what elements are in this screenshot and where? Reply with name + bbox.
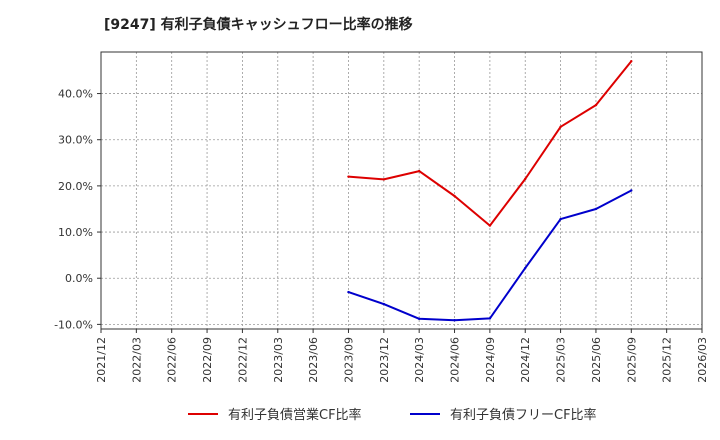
y-tick-label: 20.0%: [58, 180, 93, 193]
x-tick-label: 2022/03: [130, 337, 143, 383]
plot-area-frame: [100, 51, 703, 330]
data-point: [630, 60, 633, 63]
data-point: [347, 290, 350, 294]
x-tick-label: 2024/12: [519, 337, 532, 383]
chart-title: [9247] 有利子負債キャッシュフロー比率の推移: [104, 17, 413, 33]
data-point: [417, 169, 421, 173]
data-point: [488, 224, 492, 227]
data-point: [382, 178, 386, 181]
data-point: [559, 125, 562, 128]
x-tick-label: 2021/12: [95, 337, 108, 383]
x-tick-label: 2024/06: [449, 337, 462, 383]
x-tick-label: 2025/06: [590, 337, 603, 383]
x-tick-label: 2023/03: [272, 337, 285, 383]
legend-label-2: 有利子負債フリーCF比率: [450, 407, 597, 423]
y-tick-label: -10.0%: [54, 318, 93, 331]
data-point: [524, 177, 527, 181]
data-point: [453, 319, 456, 322]
x-tick-label: 2026/03: [696, 337, 709, 383]
x-tick-label: 2025/09: [625, 337, 638, 383]
y-tick-label: 30.0%: [58, 134, 93, 147]
x-tick-label: 2022/06: [166, 337, 179, 383]
data-point: [594, 103, 598, 107]
data-point: [453, 194, 456, 198]
data-point: [630, 189, 633, 192]
x-tick-label: 2022/12: [236, 337, 249, 383]
x-tick-label: 2022/09: [201, 337, 214, 383]
x-tick-label: 2023/06: [307, 337, 320, 383]
x-tick-label: 2023/12: [378, 337, 391, 383]
data-point: [594, 207, 598, 211]
x-tick-label: 2023/09: [342, 337, 355, 383]
y-tick-label: 10.0%: [58, 226, 93, 239]
x-tick-label: 2024/03: [413, 337, 426, 383]
y-tick-label: 0.0%: [65, 272, 93, 285]
data-point: [559, 217, 562, 221]
data-point: [382, 302, 386, 306]
data-point: [347, 175, 350, 178]
x-tick-label: 2025/12: [661, 337, 674, 383]
x-tick-label: 2025/03: [555, 337, 568, 383]
data-point: [417, 317, 421, 321]
data-point: [524, 266, 527, 270]
legend-label-1: 有利子負債営業CF比率: [228, 407, 362, 423]
data-point: [488, 317, 492, 320]
y-tick-label: 40.0%: [58, 88, 93, 101]
x-tick-label: 2024/09: [484, 337, 497, 383]
